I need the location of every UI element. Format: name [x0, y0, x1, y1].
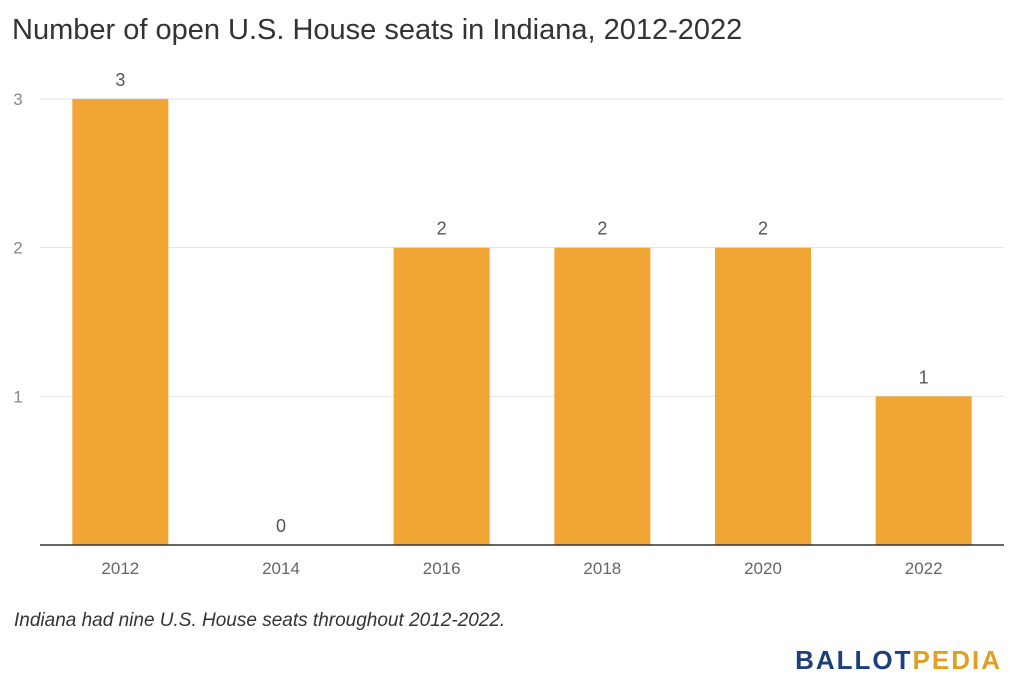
bar [715, 247, 811, 545]
data-label: 2 [597, 219, 607, 239]
bar [72, 99, 169, 545]
x-tick-label: 2018 [583, 559, 621, 578]
data-label: 2 [437, 219, 447, 239]
x-tick-label: 2012 [101, 559, 139, 578]
y-tick-label: 1 [13, 387, 22, 406]
x-tick-label: 2016 [423, 559, 461, 578]
x-tick-label: 2014 [262, 559, 300, 578]
chart-title: Number of open U.S. House seats in India… [12, 14, 743, 46]
bar-chart: 1 2 3 3 2012 0 2014 2 2016 2 2018 2 2020 1 2022 [13, 70, 1004, 578]
x-tick-label: 2020 [744, 559, 782, 578]
y-tick-label: 2 [13, 239, 22, 258]
bar [393, 247, 490, 545]
logo-pedia: PEDIA [912, 645, 1002, 675]
data-label: 3 [115, 70, 125, 90]
y-tick-label: 3 [13, 90, 22, 109]
chart-note: Indiana had nine U.S. House seats throug… [14, 610, 506, 631]
x-tick-label: 2022 [905, 559, 943, 578]
data-label: 1 [919, 367, 929, 387]
data-label: 0 [276, 516, 286, 536]
bar [875, 396, 972, 545]
data-label: 2 [758, 219, 768, 239]
ballotpedia-logo: BALLOTPEDIA [795, 645, 1002, 676]
bar [554, 247, 651, 545]
logo-ballot: BALLOT [795, 645, 913, 675]
